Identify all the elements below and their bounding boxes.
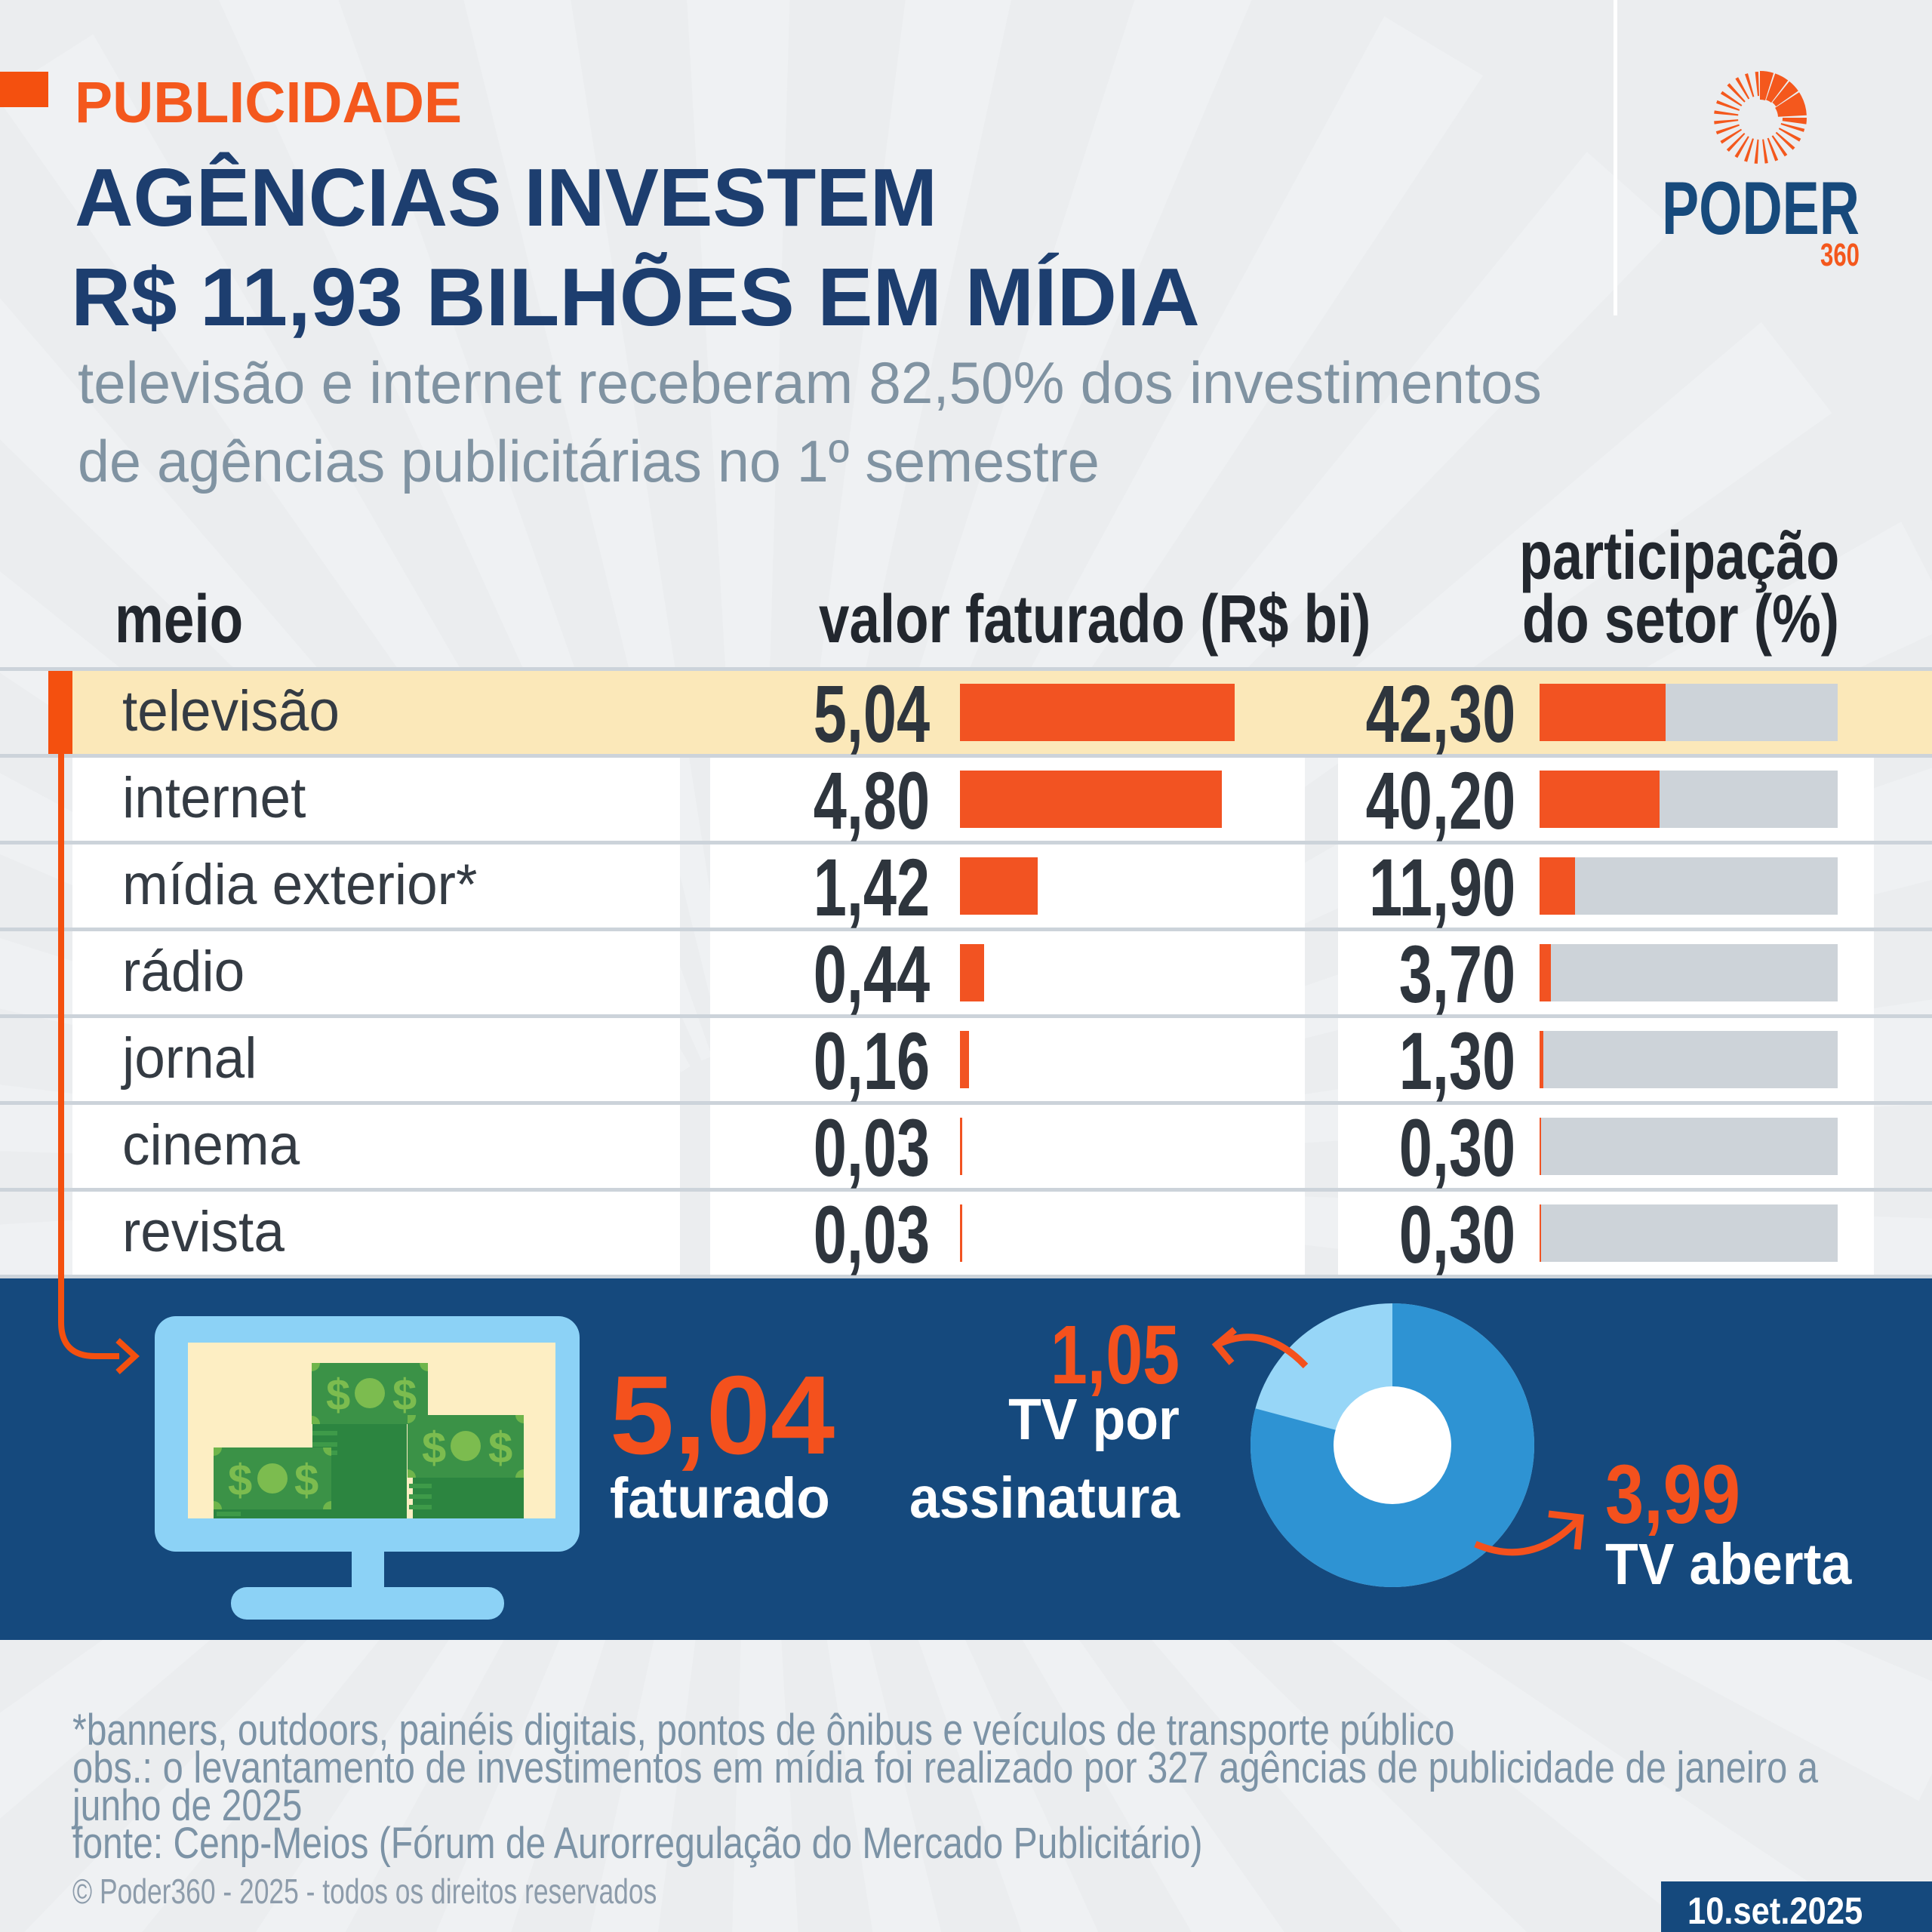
svg-text:$: $ xyxy=(228,1456,252,1505)
svg-text:$: $ xyxy=(326,1371,350,1420)
svg-text:PODER: PODER xyxy=(1662,166,1860,250)
svg-text:$: $ xyxy=(294,1456,318,1505)
svg-text:$: $ xyxy=(422,1423,446,1472)
svg-text:$: $ xyxy=(488,1423,512,1472)
svg-text:360: 360 xyxy=(1820,237,1860,273)
svg-text:$: $ xyxy=(392,1371,417,1420)
